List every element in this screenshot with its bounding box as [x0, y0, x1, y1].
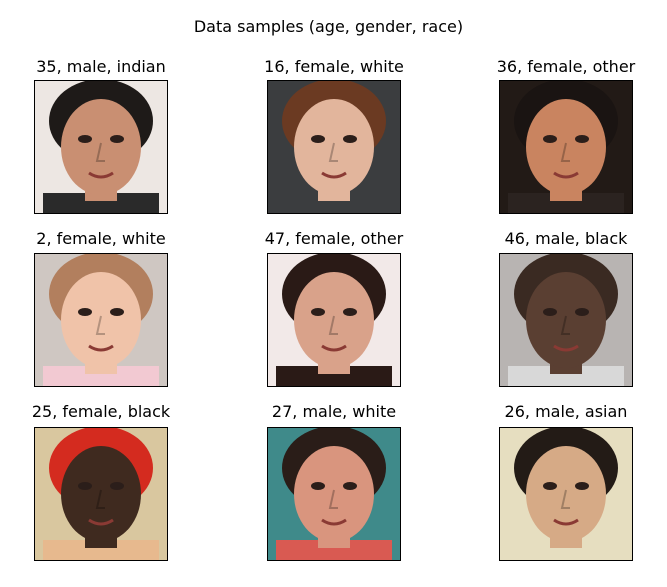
face-image: [34, 80, 168, 214]
face-image: [499, 80, 633, 214]
face-image: [499, 253, 633, 387]
sample-label: 35, male, indian: [36, 57, 166, 76]
sample-label: 25, female, black: [31, 402, 171, 421]
face-image: [34, 427, 168, 561]
face-image: [267, 427, 401, 561]
face-image: [499, 427, 633, 561]
sample-label: 16, female, white: [264, 57, 404, 76]
face-image: [267, 253, 401, 387]
sample-label: 26, male, asian: [504, 402, 628, 421]
sample-label: 47, female, other: [264, 229, 404, 248]
sample-label: 36, female, other: [496, 57, 636, 76]
sample-label: 27, male, white: [271, 402, 397, 421]
sample-label: 2, female, white: [36, 229, 166, 248]
face-image: [267, 80, 401, 214]
figure-title: Data samples (age, gender, race): [193, 17, 464, 36]
sample-label: 46, male, black: [504, 229, 628, 248]
face-image: [34, 253, 168, 387]
